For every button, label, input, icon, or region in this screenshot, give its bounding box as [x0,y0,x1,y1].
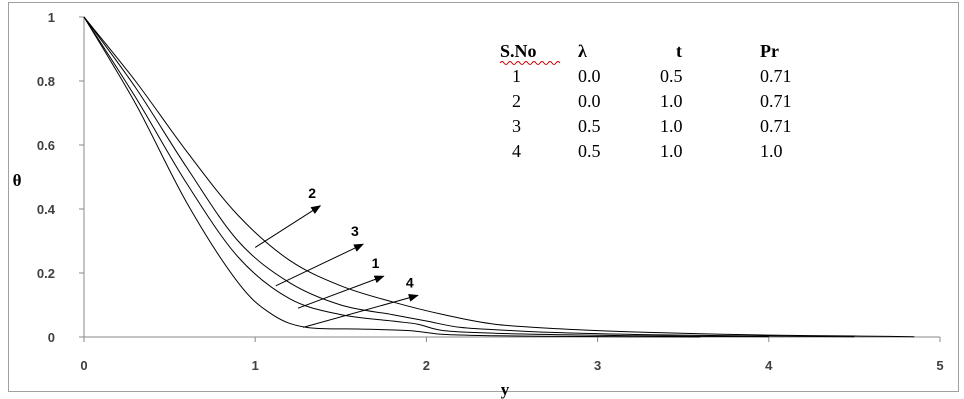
annotation-arrow-2 [254,205,322,248]
legend-table-cell: 0.71 [760,91,792,111]
axes: 0 1 2 3 4 5 0 0.2 0.4 0.6 0.8 1 y θ [13,10,944,399]
legend-table-cell: 0.0 [578,66,601,86]
annotation-label-4: 4 [406,274,414,290]
legend-table-header: t [676,41,682,61]
annotation-arrow-4 [303,293,419,328]
x-tick-label: 3 [594,358,601,373]
legend-table-cell: 0.5 [660,66,683,86]
legend-table-header: S.No [500,41,537,61]
series-3-line [83,16,855,338]
y-tick-label: 0.8 [37,74,55,89]
x-tick-label: 0 [80,358,87,373]
x-tick-label: 5 [936,358,943,373]
annotation-label-3: 3 [351,223,359,239]
annotation-label-1: 1 [372,255,380,271]
legend-table-cell: 1.0 [760,141,783,161]
legend-table-cell: 0.71 [760,66,792,86]
series-layer [83,16,915,338]
series-1-line [83,16,769,338]
legend-table-cell: 3 [512,116,521,136]
x-tick-label: 4 [765,358,773,373]
x-tick-label: 1 [252,358,259,373]
y-tick-label: 0.6 [37,138,55,153]
legend-table-cell: 0.71 [760,116,792,136]
y-tick-label: 0 [48,330,55,345]
legend-table-header: Pr [760,41,779,61]
y-axis-title: θ [13,171,22,190]
legend-table-cell: 1.0 [660,116,683,136]
spellcheck-underline [499,61,561,65]
legend-table: S.No λ t Pr 1 0.0 0.5 0.71 2 0.0 1.0 0.71 3 0.5 1.0 0.7… [499,41,792,161]
y-tick-label: 0.4 [37,202,56,217]
legend-table-header: λ [578,41,587,61]
legend-table-cell: 0.5 [578,141,601,161]
annotation-label-2: 2 [308,185,316,201]
legend-table-cell: 1.0 [660,141,683,161]
legend-table-cell: 2 [512,91,521,111]
series-4-line [83,16,701,338]
y-tick-label: 0.2 [37,266,55,281]
chart-frame [8,2,959,392]
x-tick-label: 2 [423,358,430,373]
annotation-arrow-1 [297,275,385,309]
series-2-line [83,16,915,338]
y-tick-label: 1 [48,10,55,25]
annotation-layer: 2 31 4 [254,185,419,328]
annotation-arrow-3 [275,243,364,287]
legend-table-cell: 0.5 [578,116,601,136]
legend-table-cell: 1 [512,66,521,86]
legend-table-cell: 4 [512,141,521,161]
legend-table-cell: 1.0 [660,91,683,111]
x-axis-title: y [501,380,510,399]
legend-table-cell: 0.0 [578,91,601,111]
